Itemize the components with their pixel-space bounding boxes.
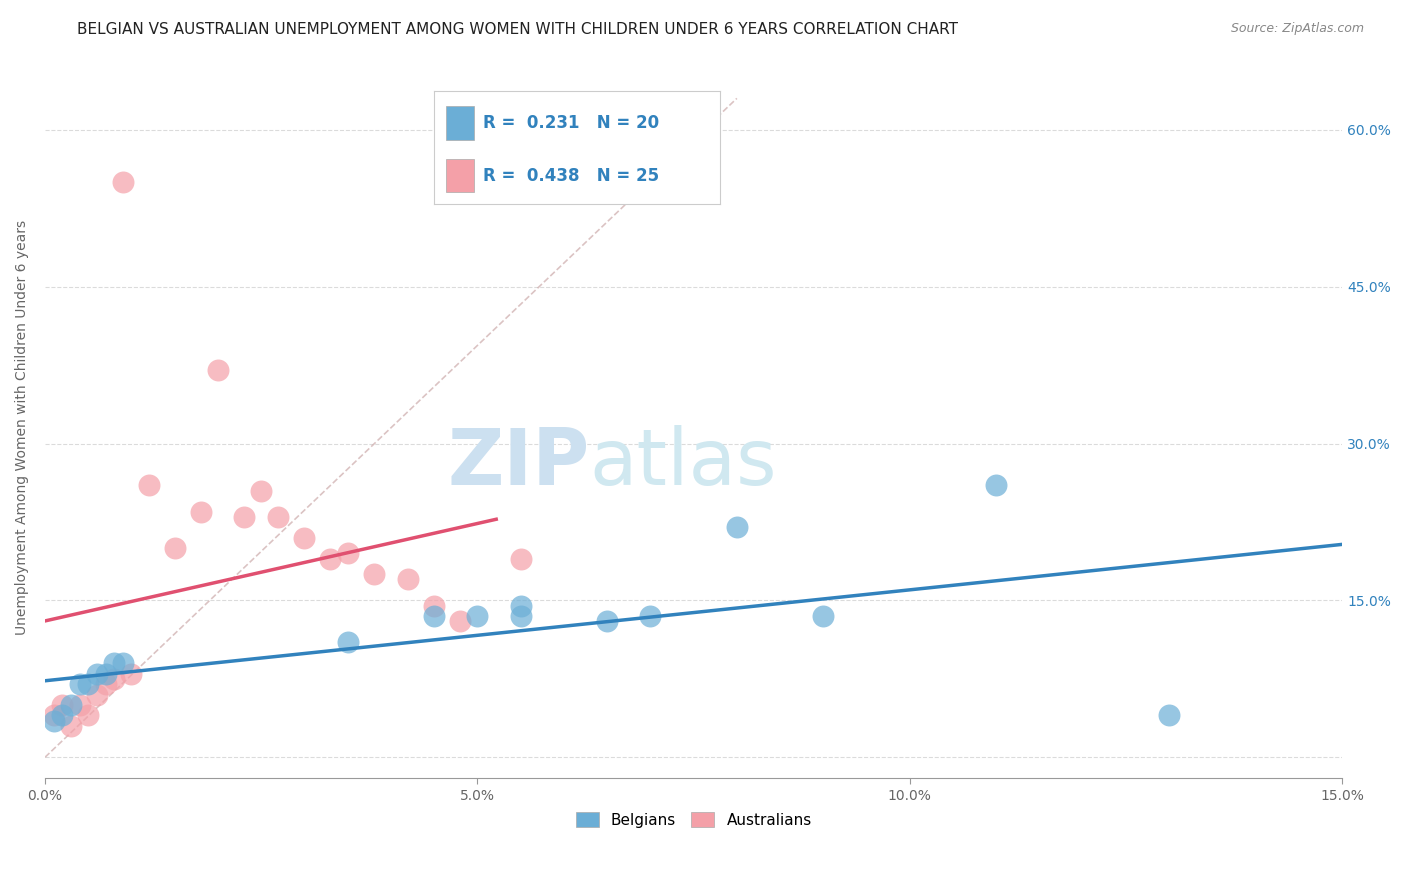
Point bbox=[467, 609, 489, 624]
Point bbox=[190, 504, 212, 518]
Point bbox=[596, 615, 619, 629]
Point bbox=[813, 609, 835, 624]
Point bbox=[59, 698, 82, 712]
Point bbox=[232, 509, 254, 524]
Point bbox=[207, 363, 229, 377]
Point bbox=[94, 666, 117, 681]
Point bbox=[42, 714, 65, 728]
Point bbox=[111, 175, 134, 189]
Point bbox=[725, 520, 748, 534]
Point bbox=[86, 666, 108, 681]
Point bbox=[120, 666, 142, 681]
Point bbox=[509, 599, 531, 613]
Point bbox=[111, 656, 134, 670]
Point bbox=[77, 708, 100, 723]
Point bbox=[103, 672, 125, 686]
Point bbox=[509, 551, 531, 566]
Point bbox=[163, 541, 186, 555]
Text: ZIP: ZIP bbox=[447, 425, 591, 501]
Point bbox=[267, 509, 290, 524]
Point bbox=[103, 656, 125, 670]
Point bbox=[69, 698, 91, 712]
Point bbox=[363, 567, 385, 582]
Point bbox=[1159, 708, 1181, 723]
Point bbox=[59, 719, 82, 733]
Point bbox=[294, 531, 316, 545]
Text: Source: ZipAtlas.com: Source: ZipAtlas.com bbox=[1230, 22, 1364, 36]
Point bbox=[449, 615, 471, 629]
Point bbox=[640, 609, 662, 624]
Point bbox=[986, 478, 1008, 492]
Point bbox=[319, 551, 342, 566]
Point bbox=[77, 677, 100, 691]
Point bbox=[336, 635, 359, 649]
Point bbox=[336, 546, 359, 560]
Point bbox=[86, 688, 108, 702]
Point bbox=[423, 599, 446, 613]
Point bbox=[69, 677, 91, 691]
Text: atlas: atlas bbox=[591, 425, 778, 501]
Y-axis label: Unemployment Among Women with Children Under 6 years: Unemployment Among Women with Children U… bbox=[15, 220, 30, 635]
Text: BELGIAN VS AUSTRALIAN UNEMPLOYMENT AMONG WOMEN WITH CHILDREN UNDER 6 YEARS CORRE: BELGIAN VS AUSTRALIAN UNEMPLOYMENT AMONG… bbox=[77, 22, 959, 37]
Point bbox=[423, 609, 446, 624]
Point bbox=[250, 483, 273, 498]
Point bbox=[42, 708, 65, 723]
Point bbox=[396, 573, 419, 587]
Point bbox=[509, 609, 531, 624]
Point bbox=[51, 708, 73, 723]
Point bbox=[138, 478, 160, 492]
Legend: Belgians, Australians: Belgians, Australians bbox=[569, 805, 818, 834]
Point bbox=[51, 698, 73, 712]
Point bbox=[94, 677, 117, 691]
